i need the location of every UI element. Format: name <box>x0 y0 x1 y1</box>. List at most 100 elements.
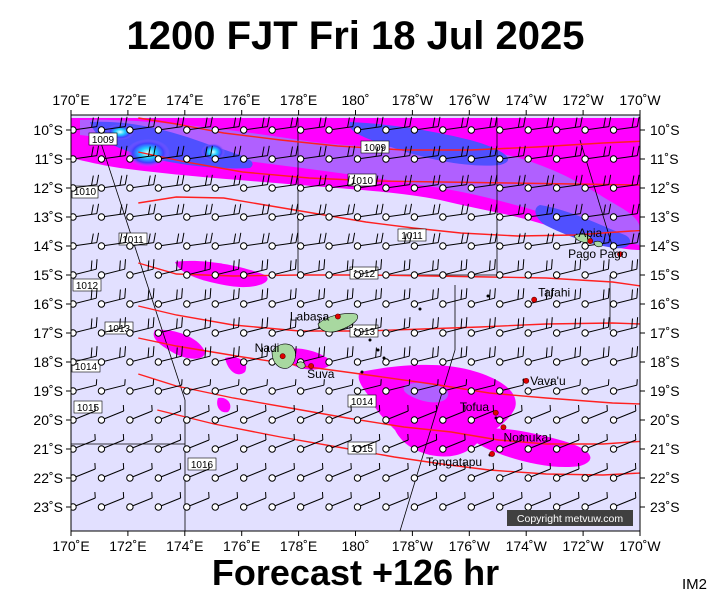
wind-barb <box>353 379 382 395</box>
wind-barb <box>524 288 553 308</box>
wind-barb <box>410 462 438 482</box>
wind-barb <box>268 145 299 163</box>
copyright-badge: Copyright metvuw.com <box>507 510 633 526</box>
wind-barb <box>382 462 409 482</box>
wind-barb <box>154 232 185 250</box>
svg-text:1010: 1010 <box>351 176 374 187</box>
lon-label-top: 178˚W <box>392 92 434 108</box>
wind-barb <box>97 379 126 395</box>
place-name: Tafahi <box>538 286 570 300</box>
wind-barb <box>183 203 213 221</box>
wind-barb <box>609 259 639 279</box>
wind-barb <box>609 346 639 366</box>
wind-barb <box>183 232 213 250</box>
isobar-label: 1015 <box>73 400 103 414</box>
wind-barb <box>325 259 354 279</box>
copyright-text: Copyright metvuw.com <box>517 513 623 525</box>
wind-barb <box>496 288 525 308</box>
isobar-label: 1009 <box>88 132 118 146</box>
wind-barb <box>154 116 185 134</box>
place-name: Tofua <box>460 400 490 414</box>
wind-barb <box>325 491 352 511</box>
lon-label-bottom: 178˚E <box>280 538 317 554</box>
wind-barb <box>410 433 438 453</box>
wind-barb <box>467 433 495 453</box>
isobar-label: 1014 <box>71 359 101 373</box>
lon-label-bottom: 176˚W <box>449 538 491 554</box>
wind-barb <box>382 232 413 250</box>
wind-barb <box>382 404 409 424</box>
place-name: Pago Pago <box>568 247 628 261</box>
wind-barb <box>496 174 526 192</box>
wind-barb <box>325 462 352 482</box>
wind-barb <box>581 174 612 192</box>
svg-text:1013: 1013 <box>108 324 131 335</box>
wind-barb <box>353 317 383 337</box>
place-marker: Nadi <box>255 341 286 360</box>
wind-barb <box>71 462 96 482</box>
lat-label-left: 13˚S <box>33 209 63 225</box>
wind-barb <box>353 174 384 192</box>
wind-barb <box>97 259 126 279</box>
svg-text:1014: 1014 <box>75 362 98 373</box>
wind-barb <box>268 203 299 221</box>
wind-barb <box>552 203 583 221</box>
wind-barb <box>410 346 439 366</box>
wind-barb <box>240 145 270 163</box>
wind-barb <box>71 116 100 134</box>
lon-label-bottom: 172˚W <box>562 538 604 554</box>
wind-barb <box>410 379 439 395</box>
lat-label-left: 19˚S <box>33 383 63 399</box>
wind-barb <box>524 116 555 134</box>
lat-label-right: 14˚S <box>650 238 680 254</box>
wind-barb <box>439 145 469 163</box>
lon-label-top: 174˚E <box>166 92 203 108</box>
wind-barb <box>325 433 352 453</box>
lat-label-left: 11˚S <box>34 151 63 167</box>
small-island <box>418 307 422 311</box>
wind-barb <box>126 145 156 163</box>
wind-barb <box>609 379 638 395</box>
wind-barb <box>71 317 98 337</box>
wind-barb <box>353 491 381 511</box>
wind-barb <box>183 116 213 134</box>
wind-barb <box>552 346 582 366</box>
wind-barb <box>126 288 155 308</box>
wind-barb <box>268 288 297 308</box>
place-name: Nomuka <box>503 430 548 444</box>
wind-barb <box>496 259 525 279</box>
wind-barb <box>439 491 466 511</box>
lon-label-top: 178˚E <box>280 92 317 108</box>
page-title: 1200 FJT Fri 18 Jul 2025 <box>126 14 585 58</box>
wind-barb <box>211 259 240 279</box>
wind-barb <box>382 491 409 511</box>
wind-barb <box>97 404 125 424</box>
wind-barb <box>524 433 551 453</box>
wind-barb <box>552 404 580 424</box>
wind-barb <box>524 317 553 337</box>
svg-text:1010: 1010 <box>74 187 97 198</box>
wind-barb <box>552 288 582 308</box>
isobar-layer: 1009 1009 1010 1011 1011 1012 1012 1013 1013 1014… <box>71 117 640 476</box>
wind-barb <box>268 259 297 279</box>
boundary-line <box>99 139 186 401</box>
wind-barb <box>97 174 128 192</box>
wind-barb <box>183 462 210 482</box>
wind-barb <box>296 404 324 424</box>
lat-label-right: 21˚S <box>650 441 680 457</box>
place-marker: Nomuka <box>500 424 548 444</box>
wind-barb <box>581 145 612 163</box>
lat-label-right: 18˚S <box>650 354 680 370</box>
wind-barb <box>467 145 498 163</box>
wind-barb <box>439 346 468 366</box>
wind-barb <box>609 433 637 453</box>
wind-barb <box>410 491 438 511</box>
wind-barb <box>183 491 210 511</box>
lon-label-bottom: 170˚W <box>619 538 661 554</box>
wind-barb <box>154 203 185 221</box>
wind-barb <box>240 203 270 221</box>
wind-barb <box>609 491 637 511</box>
wind-barb <box>410 288 439 308</box>
small-island <box>486 294 490 298</box>
wind-barb <box>439 379 468 395</box>
